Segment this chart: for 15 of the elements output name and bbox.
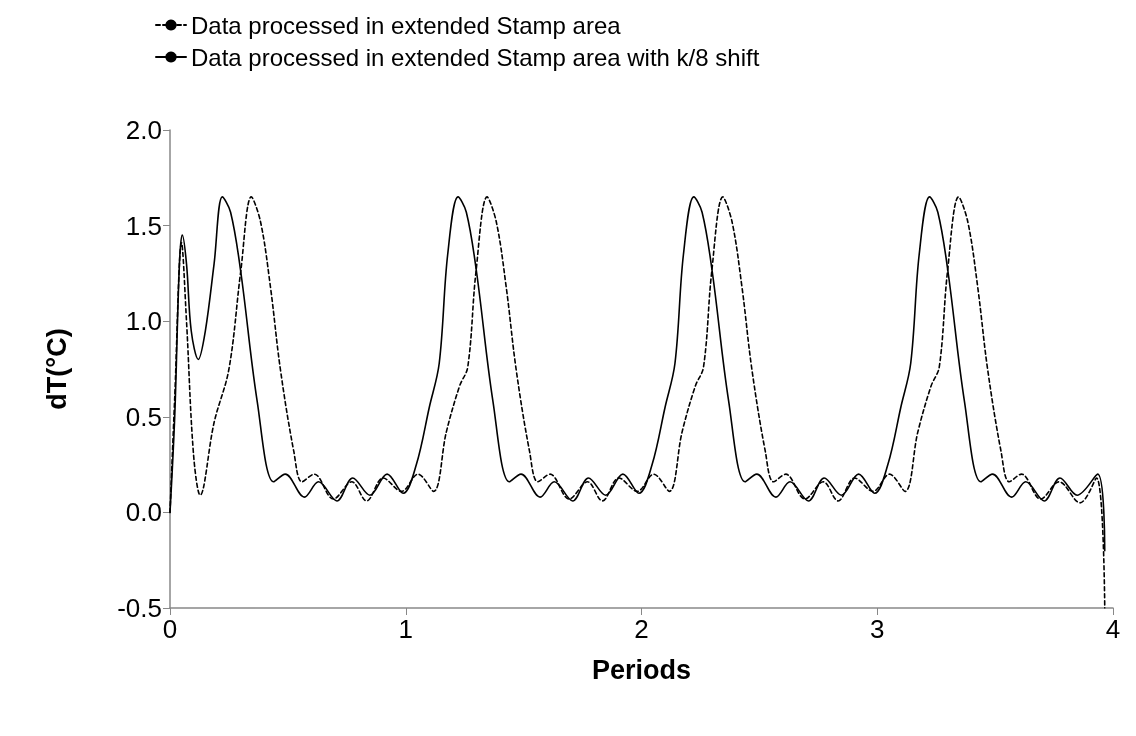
x-tick-label: 1: [398, 614, 413, 644]
x-tick-label: 0: [162, 614, 178, 644]
y-tick-label: -0.5: [117, 593, 162, 623]
y-tick-label: 0.5: [125, 401, 162, 432]
x-tick-label: 2: [634, 614, 649, 644]
x-tick-label: 4: [1105, 614, 1121, 644]
x-tick-label: 3: [870, 614, 885, 644]
y-tick-label: 1.0: [125, 306, 162, 337]
y-tick-label: 2.0: [125, 115, 162, 145]
legend-label: Data processed in extended Stamp area: [191, 11, 622, 39]
y-tick-label: 0.0: [125, 497, 162, 528]
y-axis-title: dT(°C): [41, 328, 72, 410]
legend-label: Data processed in extended Stamp area with k/8 shift: [191, 43, 760, 71]
x-axis-title: Periods: [591, 654, 692, 685]
y-tick-label: 1.5: [125, 210, 162, 241]
